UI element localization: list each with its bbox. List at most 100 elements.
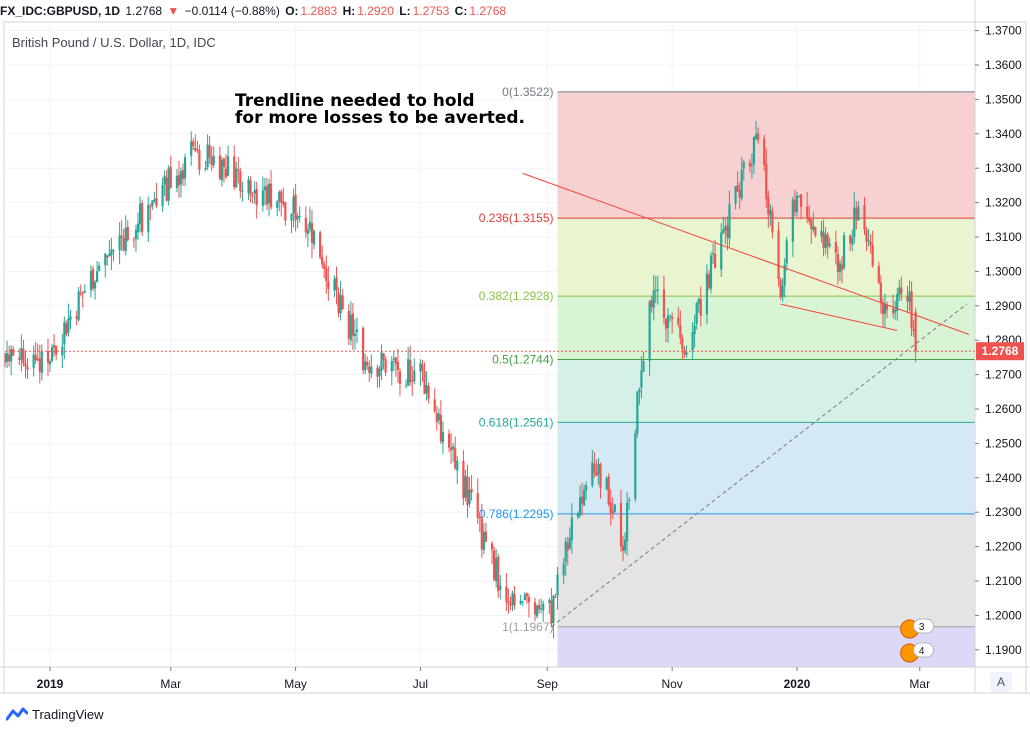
candle-body [149, 206, 152, 208]
candle-body [576, 513, 580, 518]
candle-body [720, 232, 723, 270]
candle-body [132, 239, 136, 241]
drawing-tools[interactable] [5, 172, 975, 628]
candle-body [623, 539, 627, 551]
candle-body [609, 502, 612, 513]
candle-body [812, 226, 815, 230]
candle-body [310, 223, 314, 243]
annotation-line-2: for more losses to be averted. [235, 108, 526, 128]
candle-body [908, 291, 911, 302]
candle-body [167, 168, 170, 201]
candle-body [513, 594, 516, 605]
candle-body [771, 211, 774, 233]
candle-body [421, 364, 424, 371]
price-tick-label: 1.2900 [985, 299, 1022, 313]
close-label: C: [454, 4, 468, 18]
candle-body [122, 238, 125, 251]
candle-body [693, 325, 696, 334]
candle-body [220, 159, 224, 180]
fib-diagonal[interactable] [551, 303, 968, 628]
price-chart[interactable]: 0(1.3522) 0.236(1.3155) 0.382(1.2928) 0.5(1… [0, 0, 1030, 700]
low-value: 1.2753 [412, 4, 450, 18]
candle-body [419, 363, 422, 372]
economic-events[interactable]: 34 [900, 618, 935, 663]
candle-body [769, 209, 772, 216]
candle-body [478, 517, 481, 519]
candle-body [568, 538, 571, 549]
candle-body [695, 303, 698, 324]
candle-body [34, 354, 37, 361]
candle-body [247, 179, 250, 193]
candle-body [312, 230, 316, 245]
candle-body [251, 195, 254, 197]
candle-body [7, 354, 11, 362]
symbol-label[interactable]: FX_IDC:GBPUSD, 1D [0, 4, 121, 18]
price-tick-label: 1.3500 [985, 92, 1022, 106]
candle-body [779, 279, 782, 298]
candle-body [499, 585, 502, 591]
candle-body [136, 223, 140, 233]
candle-body [523, 594, 526, 601]
candle-body [869, 241, 872, 246]
candle-body [347, 310, 350, 339]
candle-body [538, 605, 541, 610]
candle-body [881, 302, 885, 315]
candle-body [740, 169, 743, 199]
candle-body [683, 349, 686, 355]
candle-body [83, 291, 86, 293]
candle-body [269, 183, 273, 208]
candle-body [339, 294, 342, 314]
candle-body [194, 147, 197, 152]
candle-body [828, 243, 831, 247]
price-tick-label: 1.3400 [985, 127, 1022, 141]
candle-body [492, 550, 496, 580]
candle-body [711, 253, 715, 255]
fibonacci-retracement[interactable]: 0(1.3522) 0.236(1.3155) 0.382(1.2928) 0.5(1… [479, 85, 975, 667]
time-tick-label: Mar [909, 677, 930, 691]
candle-body [671, 316, 674, 320]
candle-body [261, 190, 264, 206]
candle-body [22, 348, 25, 364]
candle-body [278, 192, 281, 202]
candle-body [192, 141, 195, 146]
candle-body [894, 309, 897, 313]
event-marker[interactable]: 3 [900, 618, 935, 639]
event-count-pill [913, 618, 935, 634]
candle-body [540, 608, 543, 610]
price-tick-label: 1.2200 [985, 540, 1022, 554]
candle-body [883, 304, 887, 314]
candle-body [552, 595, 555, 623]
tradingview-brand: TradingView [32, 706, 104, 722]
candle-body [335, 277, 338, 291]
candle-body [756, 133, 760, 141]
candle-body [224, 168, 228, 178]
event-marker[interactable]: 4 [900, 642, 935, 663]
candle-body [554, 596, 557, 598]
candle-body [826, 234, 829, 247]
candle-body [728, 204, 731, 239]
candle-body [175, 175, 178, 188]
candle-body [376, 367, 379, 377]
candle-body [81, 292, 84, 295]
auto-scale-button[interactable]: A [990, 672, 1012, 692]
candle-body [736, 185, 739, 192]
tradingview-logo[interactable]: TradingView [6, 704, 104, 724]
candle-body [822, 232, 825, 248]
candle-body [118, 235, 121, 251]
annotation-text[interactable]: Trendline needed to hold for more losses… [235, 93, 525, 127]
candle-body [640, 370, 643, 388]
candle-body [425, 384, 428, 394]
trendline-short[interactable] [780, 303, 898, 332]
price-tick-label: 1.2500 [985, 436, 1022, 450]
price-tick-label: 1.3300 [985, 161, 1022, 175]
candle-body [5, 352, 9, 362]
candle-body [407, 359, 410, 386]
trendline-main[interactable] [522, 172, 970, 335]
candle-body [77, 291, 80, 320]
candle-body [104, 253, 107, 266]
candle-body [685, 352, 688, 355]
candle-body [599, 463, 602, 488]
candle-body [46, 351, 50, 363]
candle-body [89, 271, 93, 291]
candle-body [212, 155, 215, 165]
